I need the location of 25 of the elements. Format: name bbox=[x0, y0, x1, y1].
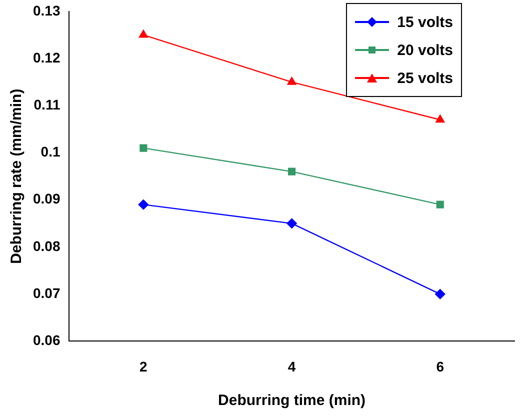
legend-label: 20 volts bbox=[397, 42, 453, 58]
y-tick-label: 0.1 bbox=[40, 144, 60, 160]
y-axis-title: Deburring rate (mm/min) bbox=[8, 88, 26, 264]
point bbox=[435, 288, 446, 300]
legend-label: 25 volts bbox=[397, 70, 453, 86]
legend-label: 15 volts bbox=[397, 14, 453, 30]
x-tick-label: 6 bbox=[436, 358, 444, 374]
point bbox=[138, 30, 148, 38]
point bbox=[288, 168, 296, 176]
point bbox=[436, 200, 444, 208]
point bbox=[140, 144, 148, 152]
x-tick-label: 4 bbox=[288, 358, 296, 374]
y-tick-label: 0.13 bbox=[33, 2, 60, 18]
y-tick-label: 0.06 bbox=[33, 332, 60, 348]
y-tick-label: 0.08 bbox=[33, 238, 60, 254]
x-tick-label: 2 bbox=[140, 358, 148, 374]
point bbox=[287, 76, 296, 85]
y-tick-label: 0.09 bbox=[33, 190, 60, 207]
y-tick-label: 0.07 bbox=[33, 284, 60, 301]
point bbox=[436, 114, 445, 123]
y-tick-label: 0.11 bbox=[34, 96, 60, 112]
point bbox=[286, 218, 297, 229]
x-axis-title: Deburring time (min) bbox=[218, 392, 366, 410]
y-tick-label: 0.12 bbox=[33, 49, 60, 66]
point bbox=[138, 199, 149, 210]
